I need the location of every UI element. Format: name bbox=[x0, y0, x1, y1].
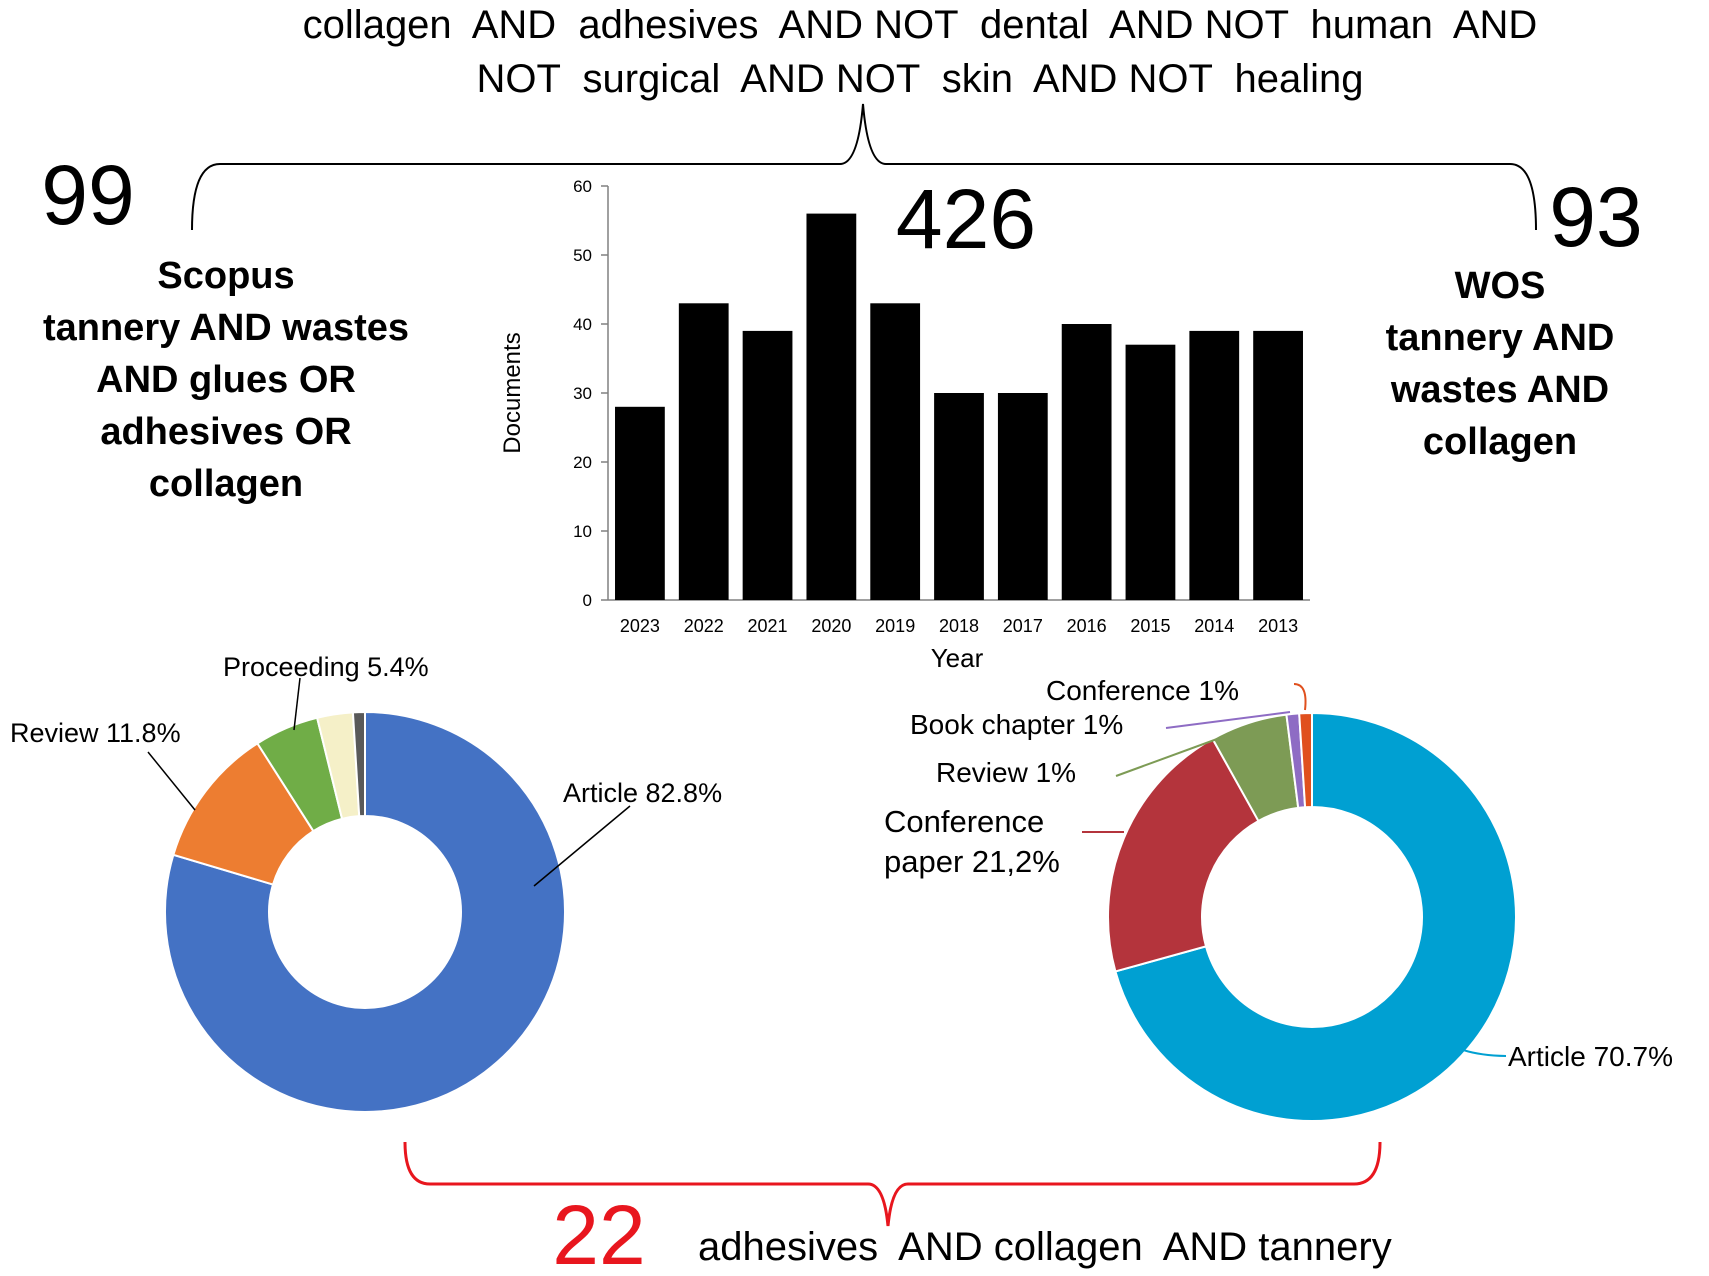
bar-x-tick-label: 2023 bbox=[620, 616, 660, 636]
scopus-slice-0 bbox=[164, 710, 566, 1113]
scopus-count: 99 bbox=[41, 148, 134, 242]
scopus-donut-chart bbox=[164, 710, 566, 1113]
scopus-proceeding-label: Proceeding 5.4% bbox=[223, 652, 429, 682]
wos-review-label: Review 1% bbox=[936, 757, 1076, 788]
bar-2019 bbox=[870, 303, 921, 600]
bar-y-tick-label: 10 bbox=[573, 522, 592, 541]
bar-x-tick-label: 2021 bbox=[748, 616, 788, 636]
intersection-query: adhesives AND collagen AND tannery bbox=[698, 1225, 1392, 1269]
wos-book-chapter-leader bbox=[1165, 711, 1291, 729]
scopus-line-2: AND glues OR bbox=[96, 359, 356, 401]
bar-x-tick-label: 2015 bbox=[1130, 616, 1170, 636]
bar-y-axis-title: Documents bbox=[499, 332, 526, 453]
bar-y-tick-label: 40 bbox=[573, 315, 592, 334]
scopus-review-leader bbox=[147, 751, 196, 811]
intersection-count: 22 bbox=[552, 1188, 645, 1276]
wos-conference-paper-label-1: Conference bbox=[884, 804, 1044, 839]
scopus-line-4: collagen bbox=[149, 463, 303, 505]
bar-2016 bbox=[1061, 324, 1112, 600]
bar-y-tick-label: 20 bbox=[573, 453, 592, 472]
scopus-title: Scopus bbox=[157, 255, 294, 297]
scopus-proceeding-leader bbox=[293, 677, 301, 731]
bar-x-tick-label: 2016 bbox=[1067, 616, 1107, 636]
scopus-line-3: adhesives OR bbox=[100, 411, 351, 453]
scopus-slice-4 bbox=[351, 710, 366, 818]
wos-slice-0 bbox=[1114, 711, 1517, 1122]
bar-chart: 0 10 20 30 40 50 60 2023 2022 2021 2020 2019 2018 201… bbox=[499, 177, 1310, 673]
bar-y-tick-label: 30 bbox=[573, 384, 592, 403]
bar-2017 bbox=[997, 393, 1048, 600]
wos-line-3: collagen bbox=[1423, 421, 1577, 463]
scopus-line-1: tannery AND wastes bbox=[43, 307, 409, 349]
bar-x-tick-label: 2014 bbox=[1194, 616, 1234, 636]
bar-x-tick-label: 2020 bbox=[811, 616, 851, 636]
bar-2021 bbox=[742, 330, 793, 600]
bar-2022 bbox=[678, 303, 729, 600]
bottom-brace bbox=[403, 1141, 1382, 1227]
bar-y-tick-label: 0 bbox=[583, 591, 592, 610]
wos-book-chapter-label: Book chapter 1% bbox=[910, 709, 1123, 740]
bar-y-tick-label: 60 bbox=[573, 177, 592, 196]
bar-2023 bbox=[615, 406, 665, 600]
bar-x-tick-label: 2022 bbox=[684, 616, 724, 636]
wos-conference-leader bbox=[1293, 683, 1307, 711]
bar-2013 bbox=[1253, 330, 1303, 600]
wos-article-leader bbox=[1439, 1034, 1507, 1057]
query-line-1: collagen AND adhesives AND NOT dental AN… bbox=[303, 3, 1538, 47]
top-brace bbox=[191, 103, 1537, 231]
bar-y-tick-label: 50 bbox=[573, 246, 592, 265]
wos-line-2: wastes AND bbox=[1390, 369, 1609, 411]
bar-2015 bbox=[1125, 344, 1176, 600]
wos-article-label: Article 70.7% bbox=[1508, 1041, 1673, 1072]
wos-conference-label: Conference 1% bbox=[1046, 675, 1239, 706]
bar-2020 bbox=[806, 213, 857, 600]
wos-count: 93 bbox=[1549, 170, 1642, 264]
bar-2014 bbox=[1189, 330, 1240, 600]
query-line-2: NOT surgical AND NOT skin AND NOT healin… bbox=[477, 57, 1364, 101]
bar-x-tick-label: 2019 bbox=[875, 616, 915, 636]
bar-x-axis-title: Year bbox=[931, 643, 984, 673]
bar-x-tick-label: 2013 bbox=[1258, 616, 1298, 636]
scopus-article-leader bbox=[533, 805, 631, 887]
bar-x-tick-label: 2017 bbox=[1003, 616, 1043, 636]
bar-2018 bbox=[934, 393, 984, 600]
wos-title: WOS bbox=[1455, 265, 1546, 307]
scopus-article-label: Article 82.8% bbox=[563, 778, 722, 808]
wos-donut-chart bbox=[1107, 711, 1517, 1122]
wos-review-leader bbox=[1115, 734, 1229, 777]
wos-line-1: tannery AND bbox=[1386, 317, 1615, 359]
wos-slice-4 bbox=[1298, 711, 1313, 809]
total-count: 426 bbox=[896, 172, 1036, 266]
bar-x-tick-label: 2018 bbox=[939, 616, 979, 636]
scopus-review-label: Review 11.8% bbox=[10, 718, 181, 748]
wos-conference-paper-label-2: paper 21,2% bbox=[884, 844, 1060, 879]
